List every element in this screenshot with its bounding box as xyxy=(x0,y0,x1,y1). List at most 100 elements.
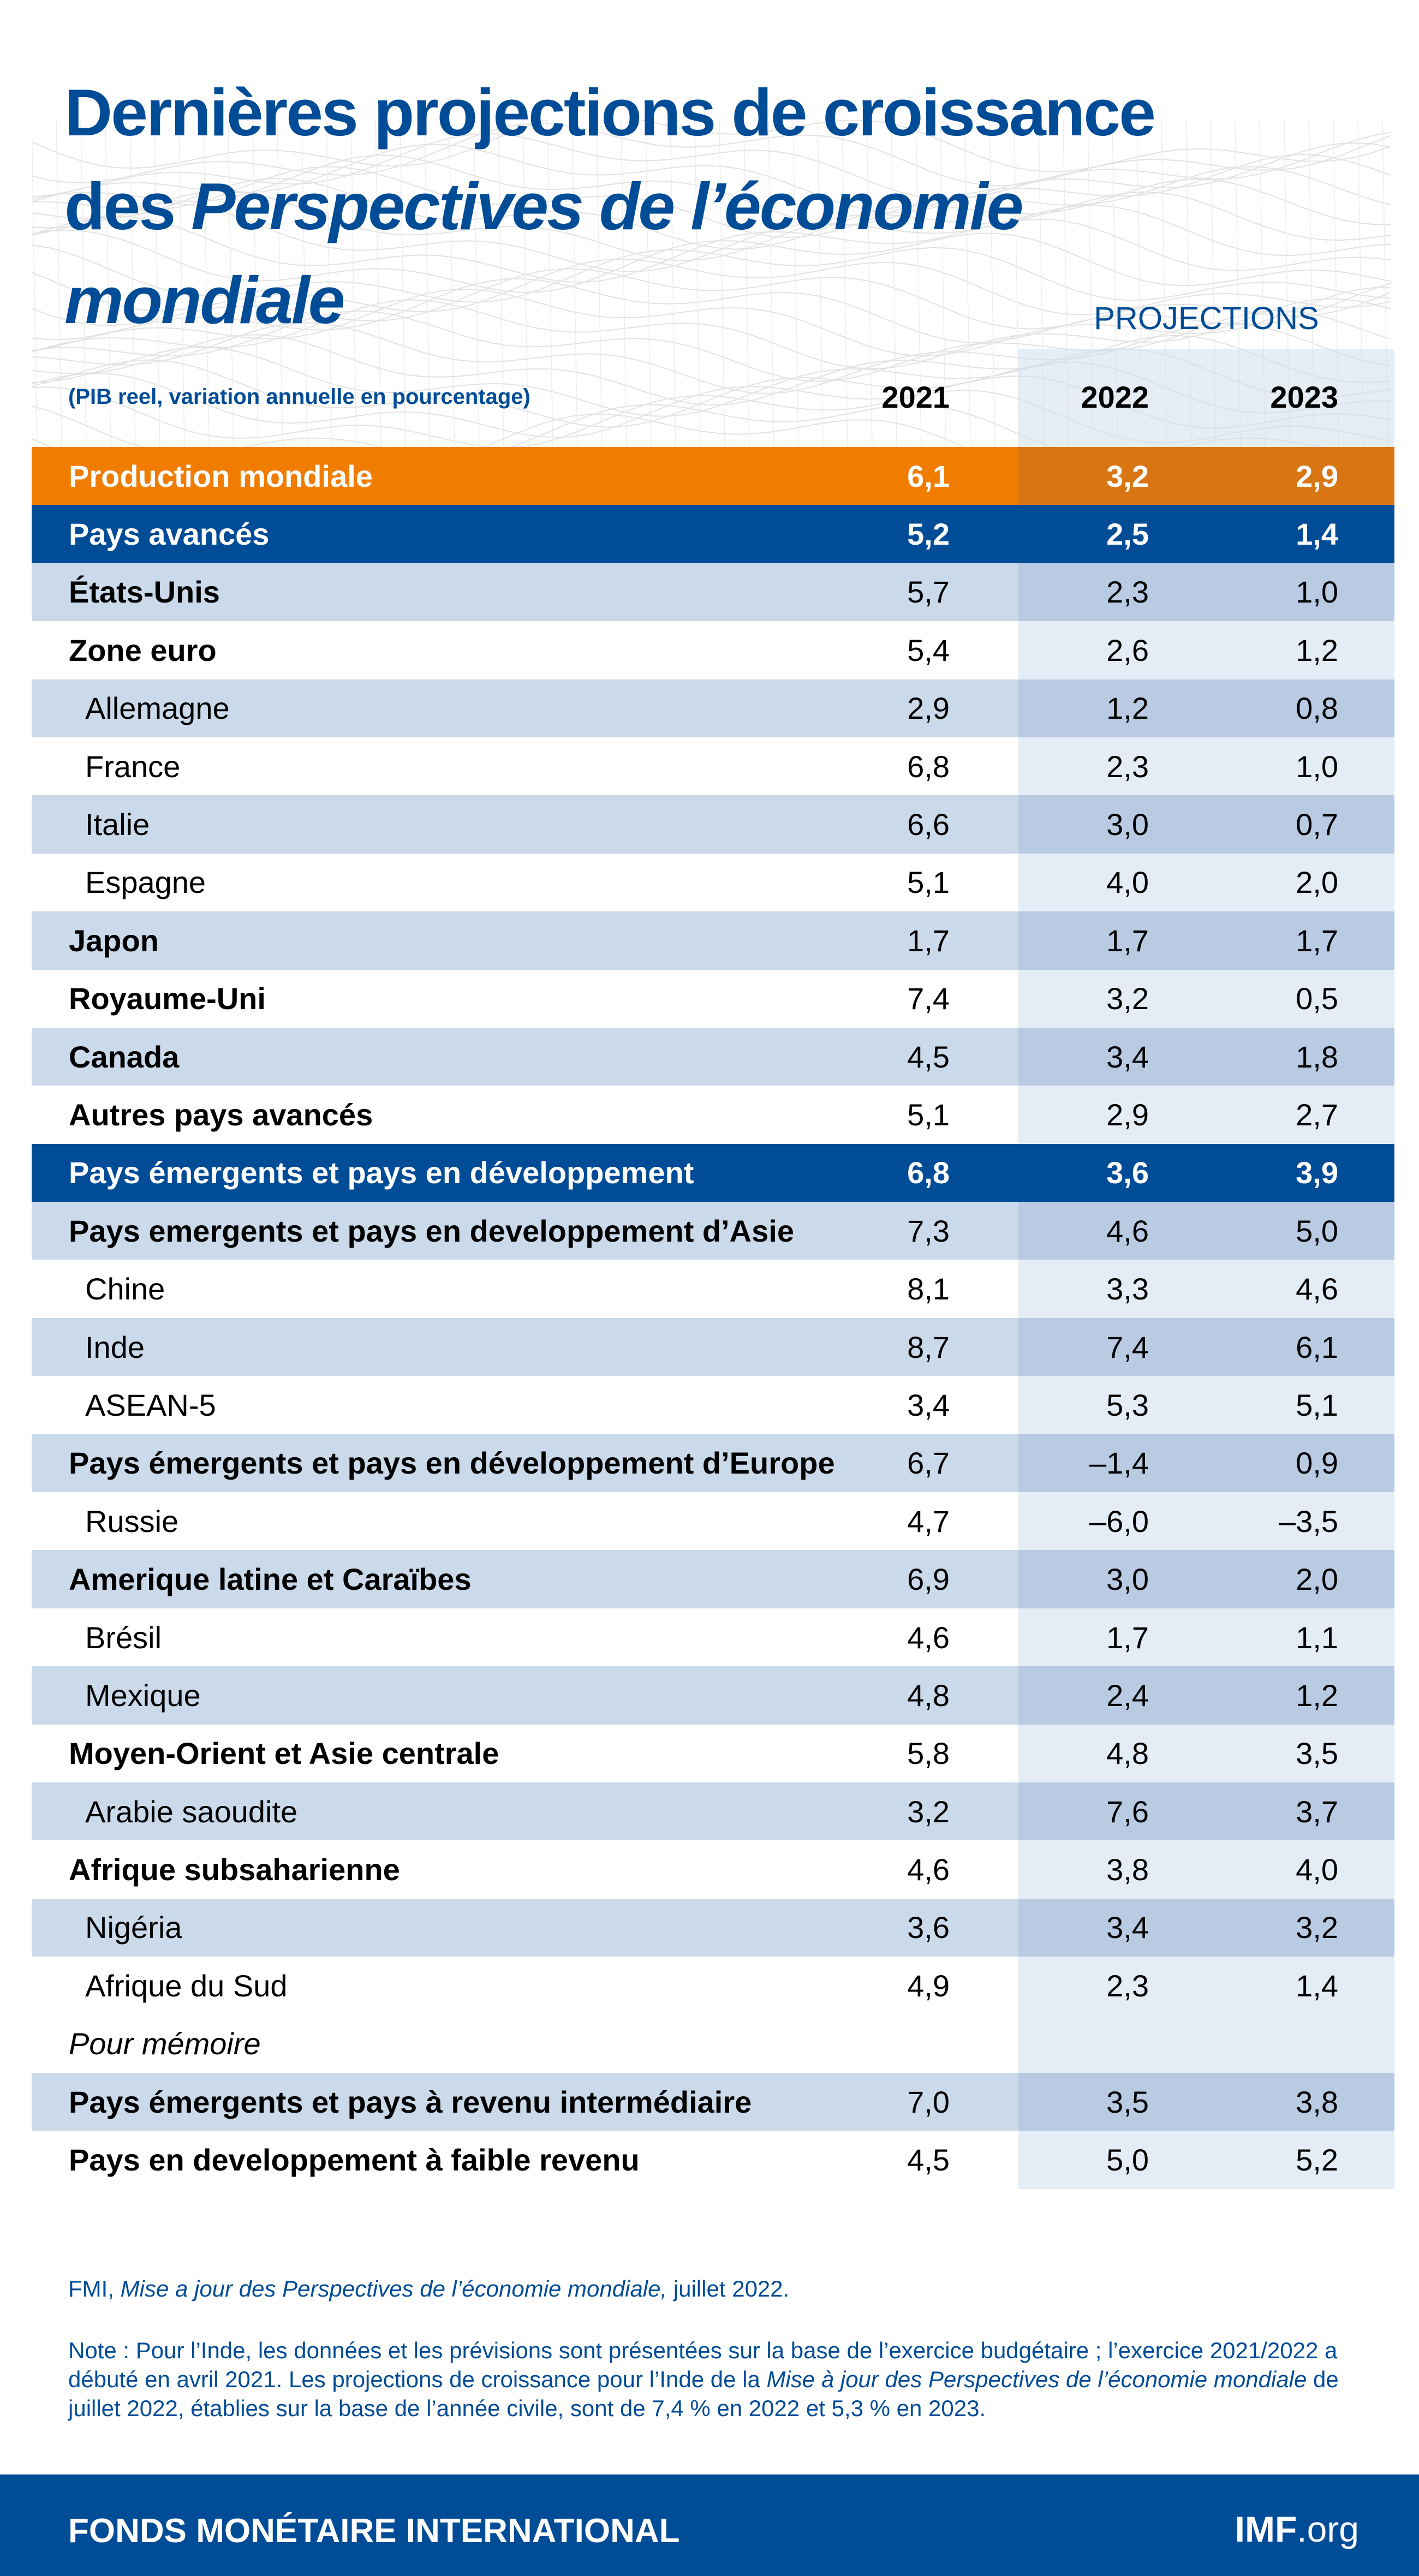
row-label: Allemagne xyxy=(85,691,230,726)
value-2023: 3,8 xyxy=(1296,2084,1338,2119)
table-row: Autres pays avancés 5,1 2,9 2,7 xyxy=(32,1086,1394,1144)
value-2022: 2,4 xyxy=(1106,1678,1149,1713)
note-text-2: de juillet 2022, établies sur la base de… xyxy=(68,2366,1339,2421)
growth-table: Production mondiale 6,1 3,2 2,9 Pays avancés… xyxy=(32,447,1394,2189)
value-2023: 1,0 xyxy=(1296,749,1338,784)
mesh-line xyxy=(32,166,1391,238)
source-date: juillet 2022. xyxy=(667,2276,790,2301)
projection-column-shade xyxy=(1018,679,1394,737)
table-row: Canada 4,5 3,4 1,8 xyxy=(32,1027,1394,1086)
row-label: Pays emergents et pays en developpement … xyxy=(69,1213,794,1248)
value-2023: 0,5 xyxy=(1296,981,1338,1016)
mesh-line xyxy=(32,322,1391,394)
mesh-line xyxy=(571,120,578,448)
mesh-line xyxy=(32,190,1391,261)
projection-column-shade xyxy=(1018,1957,1394,2015)
table-row: Italie 6,6 3,0 0,7 xyxy=(32,795,1394,854)
table-row: Mexique 4,8 2,4 1,2 xyxy=(32,1666,1394,1725)
source-citation: FMI, Mise a jour des Perspectives de l’é… xyxy=(68,2276,789,2302)
note-text-1: Note : Pour l’Inde, les données et les p… xyxy=(68,2338,1338,2392)
projection-column-shade xyxy=(1018,911,1394,970)
value-2021: 3,4 xyxy=(907,1387,950,1422)
mesh-line xyxy=(989,120,995,448)
value-2023: 2,7 xyxy=(1296,1097,1338,1132)
projection-column-shade xyxy=(1018,2131,1394,2189)
row-label: ASEAN-5 xyxy=(85,1387,216,1422)
value-2022: 2,3 xyxy=(1106,749,1149,784)
value-2023: 0,8 xyxy=(1296,691,1338,726)
value-2022: 3,6 xyxy=(1106,1155,1149,1190)
value-2023: 5,1 xyxy=(1296,1387,1338,1422)
mesh-line xyxy=(32,120,38,448)
value-2022: 2,9 xyxy=(1106,1097,1149,1132)
title-line-2-prefix: des xyxy=(64,169,192,243)
mesh-line xyxy=(326,120,332,448)
table-row: Russie 4,7 –6,0 –3,5 xyxy=(32,1492,1394,1551)
row-label: Royaume-Uni xyxy=(69,981,266,1016)
row-label: France xyxy=(85,749,181,784)
value-2021: 4,5 xyxy=(907,1039,950,1074)
value-2021: 6,1 xyxy=(907,458,950,493)
row-label: Mexique xyxy=(85,1678,201,1713)
mesh-line xyxy=(105,120,111,448)
projection-column-shade xyxy=(1018,2014,1394,2073)
table-row: Nigéria 3,6 3,4 3,2 xyxy=(32,1898,1394,1957)
value-2021: 5,7 xyxy=(907,575,950,610)
value-2023: 1,1 xyxy=(1296,1620,1338,1655)
value-2021: 7,4 xyxy=(907,981,950,1016)
value-2022: 2,3 xyxy=(1106,575,1149,610)
mesh-line xyxy=(32,334,1391,406)
value-2022: 4,0 xyxy=(1106,865,1149,900)
value-2022: 5,0 xyxy=(1106,2143,1149,2178)
value-2022: 3,2 xyxy=(1106,458,1149,493)
value-2022: 1,7 xyxy=(1106,923,1149,958)
value-2023: 0,7 xyxy=(1296,807,1338,842)
projection-column-shade xyxy=(1018,447,1394,505)
value-2023: 1,2 xyxy=(1296,1678,1338,1713)
value-2023: 6,1 xyxy=(1296,1329,1338,1364)
table-row: Pays émergents et pays en développement 6… xyxy=(32,1143,1394,1202)
projection-column-shade xyxy=(1018,1376,1394,1434)
imf-website-link[interactable]: IMF.org xyxy=(1235,2508,1359,2550)
projection-column-shade xyxy=(1018,1898,1394,1957)
row-label: Nigéria xyxy=(85,1910,182,1945)
mesh-line xyxy=(32,120,1391,172)
row-label: Amerique latine et Caraïbes xyxy=(69,1562,472,1597)
mesh-line xyxy=(32,177,1391,250)
organization-name: FONDS MONÉTAIRE INTERNATIONAL xyxy=(68,2512,680,2550)
table-row: Pays emergents et pays en developpement … xyxy=(32,1202,1394,1260)
value-2021: 5,8 xyxy=(907,1736,950,1771)
projection-column-shade xyxy=(1018,563,1394,622)
value-2021: 1,7 xyxy=(907,923,950,958)
mesh-line xyxy=(498,120,504,448)
value-2022: 2,3 xyxy=(1106,1968,1149,2003)
value-2021: 3,2 xyxy=(907,1794,950,1829)
value-2022: 1,7 xyxy=(1106,1620,1149,1655)
projection-column-shade xyxy=(1018,505,1394,563)
projection-column-shade xyxy=(1018,1724,1394,1782)
mesh-line xyxy=(792,120,799,448)
projection-column-shade xyxy=(1018,1550,1394,1608)
projection-column-shade xyxy=(1018,1027,1394,1086)
site-rest: .org xyxy=(1297,2509,1359,2549)
value-2021: 3,6 xyxy=(907,1910,950,1945)
row-label: Zone euro xyxy=(69,633,217,667)
table-row: Afrique subsaharienne 4,6 3,8 4,0 xyxy=(32,1840,1394,1899)
table-row: Inde 8,7 7,4 6,1 xyxy=(32,1317,1394,1376)
value-2021: 7,0 xyxy=(907,2084,950,2119)
row-label: Pays émergents et pays en développement … xyxy=(69,1446,835,1481)
value-2022: 4,8 xyxy=(1106,1736,1149,1771)
mesh-line xyxy=(56,120,62,448)
mesh-line xyxy=(32,142,1391,213)
projection-column-shade xyxy=(1018,853,1394,912)
table-row: Royaume-Uni 7,4 3,2 0,5 xyxy=(32,969,1394,1028)
row-label: Chine xyxy=(85,1272,165,1307)
table-row: Amerique latine et Caraïbes 6,9 3,0 2,0 xyxy=(32,1550,1394,1608)
value-2022: 3,4 xyxy=(1106,1910,1149,1945)
table-row: Pays émergents et pays en développement … xyxy=(32,1434,1394,1493)
table-row: Production mondiale 6,1 3,2 2,9 xyxy=(32,447,1394,505)
mesh-line xyxy=(866,120,873,448)
value-2023: 4,6 xyxy=(1296,1272,1338,1307)
row-label: Pays en developpement à faible revenu xyxy=(69,2143,640,2178)
table-row: Afrique du Sud 4,9 2,3 1,4 xyxy=(32,1957,1394,2015)
